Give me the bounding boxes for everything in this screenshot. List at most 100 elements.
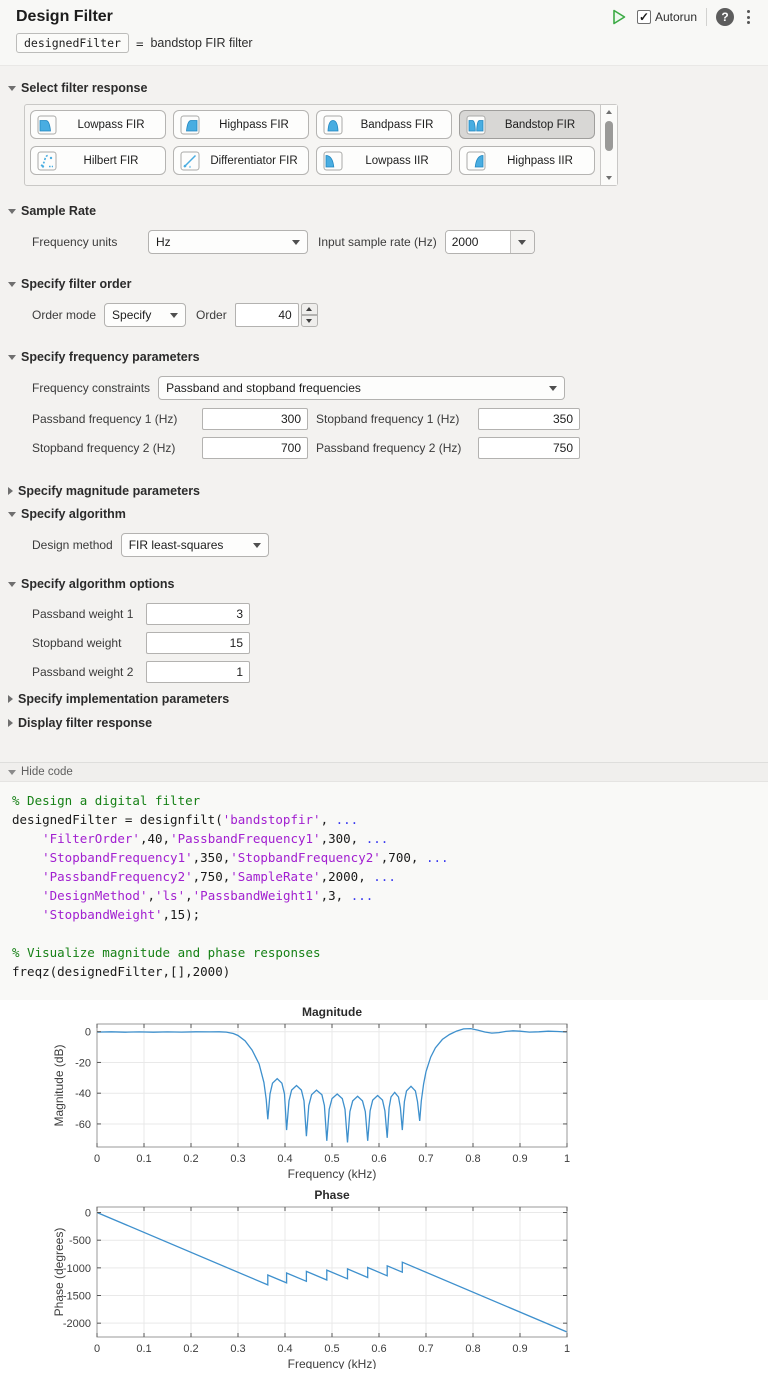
section-sample-rate[interactable]: Sample Rate xyxy=(8,203,768,219)
svg-text:0.6: 0.6 xyxy=(371,1343,386,1355)
collapse-arrow-icon xyxy=(8,769,16,775)
section-algorithm[interactable]: Specify algorithm xyxy=(8,506,768,522)
help-icon: ? xyxy=(721,10,729,24)
sample-rate-combo[interactable] xyxy=(444,230,535,254)
checkbox-check-icon: ✓ xyxy=(636,10,651,24)
svg-text:Phase (degrees): Phase (degrees) xyxy=(52,1228,66,1317)
response-plots: 0 0.1 0.2 0.3 0.4 0.5 0.6 0.7 0.8 0.9 1 0 -20 -40 -60 M… xyxy=(0,1000,768,1374)
scroll-up-icon[interactable] xyxy=(601,105,618,119)
bandpass-fir-icon xyxy=(323,115,343,134)
scroll-down-icon[interactable] xyxy=(601,171,618,185)
svg-text:0.2: 0.2 xyxy=(183,1153,198,1165)
filter-description: bandstop FIR filter xyxy=(150,36,253,50)
frequency-constraints-label: Frequency constraints xyxy=(32,381,151,395)
section-filter-order[interactable]: Specify filter order xyxy=(8,276,768,292)
filter-type-lowpass-iir[interactable]: Lowpass IIR xyxy=(316,146,452,175)
autorun-checkbox[interactable]: ✓ Autorun xyxy=(636,10,697,24)
filter-response-list: Lowpass FIR Highpass FIR Bandpass FIR xyxy=(24,104,618,186)
scrollbar-thumb[interactable] xyxy=(605,121,613,151)
output-variable-field[interactable]: designedFilter xyxy=(16,33,129,53)
svg-text:0.9: 0.9 xyxy=(512,1153,527,1165)
lowpass-fir-icon xyxy=(37,115,57,134)
filter-type-bandpass-fir[interactable]: Bandpass FIR xyxy=(316,110,452,139)
svg-text:-1500: -1500 xyxy=(63,1291,91,1303)
expand-arrow-icon xyxy=(8,695,13,703)
dropdown-arrow-icon xyxy=(292,239,300,245)
design-method-dropdown[interactable]: FIR least-squares xyxy=(120,533,269,557)
frequency-units-dropdown[interactable]: Hz xyxy=(148,230,308,254)
run-button[interactable] xyxy=(610,8,628,26)
svg-text:Frequency (kHz): Frequency (kHz) xyxy=(288,1357,377,1369)
stopband-freq1-label: Stopband frequency 1 (Hz) xyxy=(316,412,460,426)
collapse-arrow-icon xyxy=(8,511,16,517)
collapse-arrow-icon xyxy=(8,208,16,214)
svg-text:-20: -20 xyxy=(75,1057,91,1069)
svg-text:Magnitude: Magnitude xyxy=(302,1005,362,1019)
collapse-arrow-icon xyxy=(8,281,16,287)
generated-code-panel: % Design a digital filter designedFilter … xyxy=(0,782,768,1000)
expand-arrow-icon xyxy=(8,487,13,495)
spin-down-button[interactable] xyxy=(300,315,318,327)
phase-chart: 0 0.1 0.2 0.3 0.4 0.5 0.6 0.7 0.8 0.9 1 0 -500 -1000 -… xyxy=(0,1185,768,1369)
code-block: % Design a digital filter designedFilter … xyxy=(12,793,449,979)
kebab-icon xyxy=(747,10,750,13)
sample-rate-input[interactable] xyxy=(445,231,510,253)
overflow-menu-button[interactable] xyxy=(743,8,754,26)
stopband-freq2-input[interactable] xyxy=(202,437,308,459)
spin-up-icon xyxy=(306,307,313,311)
passband-weight2-input[interactable] xyxy=(146,661,250,683)
hide-code-toggle[interactable]: Hide code xyxy=(0,762,768,782)
svg-text:-60: -60 xyxy=(75,1119,91,1131)
section-frequency-parameters[interactable]: Specify frequency parameters xyxy=(8,349,768,365)
help-button[interactable]: ? xyxy=(716,8,734,26)
filter-type-highpass-fir[interactable]: Highpass FIR xyxy=(173,110,309,139)
lowpass-iir-icon xyxy=(323,151,343,170)
sample-rate-dropdown-button[interactable] xyxy=(509,231,534,253)
svg-text:0: 0 xyxy=(85,1208,91,1220)
stopband-freq1-input[interactable] xyxy=(478,408,580,430)
section-display-filter-response[interactable]: Display filter response xyxy=(8,715,768,731)
filter-type-lowpass-fir[interactable]: Lowpass FIR xyxy=(30,110,166,139)
filter-type-bandstop-fir[interactable]: Bandstop FIR xyxy=(459,110,595,139)
filter-type-hilbert-fir[interactable]: Hilbert FIR xyxy=(30,146,166,175)
svg-text:0.8: 0.8 xyxy=(465,1343,480,1355)
svg-text:0.9: 0.9 xyxy=(512,1343,527,1355)
passband-weight2-label: Passband weight 2 xyxy=(32,665,134,679)
filter-type-differentiator-fir[interactable]: Differentiator FIR xyxy=(173,146,309,175)
autorun-label: Autorun xyxy=(654,10,697,24)
svg-text:0.3: 0.3 xyxy=(230,1153,245,1165)
filter-type-highpass-iir[interactable]: Highpass IIR xyxy=(459,146,595,175)
svg-text:0.8: 0.8 xyxy=(465,1153,480,1165)
page-title: Design Filter xyxy=(16,8,113,25)
frequency-units-label: Frequency units xyxy=(32,235,118,249)
stopband-freq2-label: Stopband frequency 2 (Hz) xyxy=(32,441,176,455)
stopband-weight-input[interactable] xyxy=(146,632,250,654)
svg-text:0.3: 0.3 xyxy=(230,1343,245,1355)
spin-down-icon xyxy=(306,319,313,323)
sample-rate-label: Input sample rate (Hz) xyxy=(318,235,437,249)
section-select-filter-response[interactable]: Select filter response xyxy=(8,80,768,96)
frequency-constraints-dropdown[interactable]: Passband and stopband frequencies xyxy=(158,376,566,400)
spin-up-button[interactable] xyxy=(300,303,318,315)
svg-text:Magnitude (dB): Magnitude (dB) xyxy=(52,1044,66,1126)
section-algorithm-options[interactable]: Specify algorithm options xyxy=(8,576,768,592)
svg-text:0.6: 0.6 xyxy=(371,1153,386,1165)
header-divider xyxy=(706,8,707,26)
stopband-weight-label: Stopband weight xyxy=(32,636,122,650)
section-magnitude-parameters[interactable]: Specify magnitude parameters xyxy=(8,483,768,499)
passband-freq2-input[interactable] xyxy=(478,437,580,459)
dropdown-arrow-icon xyxy=(170,312,179,318)
play-icon xyxy=(613,9,626,25)
collapse-arrow-icon xyxy=(8,581,16,587)
order-input[interactable] xyxy=(234,303,299,327)
response-list-scrollbar[interactable] xyxy=(600,105,617,185)
order-mode-dropdown[interactable]: Specify xyxy=(104,303,187,327)
svg-text:-1000: -1000 xyxy=(63,1263,91,1275)
passband-freq1-input[interactable] xyxy=(202,408,308,430)
svg-text:-2000: -2000 xyxy=(63,1318,91,1330)
section-implementation-parameters[interactable]: Specify implementation parameters xyxy=(8,691,768,707)
order-label: Order xyxy=(196,308,227,322)
svg-text:1: 1 xyxy=(564,1343,570,1355)
passband-weight1-input[interactable] xyxy=(146,603,250,625)
svg-text:0.7: 0.7 xyxy=(418,1153,433,1165)
